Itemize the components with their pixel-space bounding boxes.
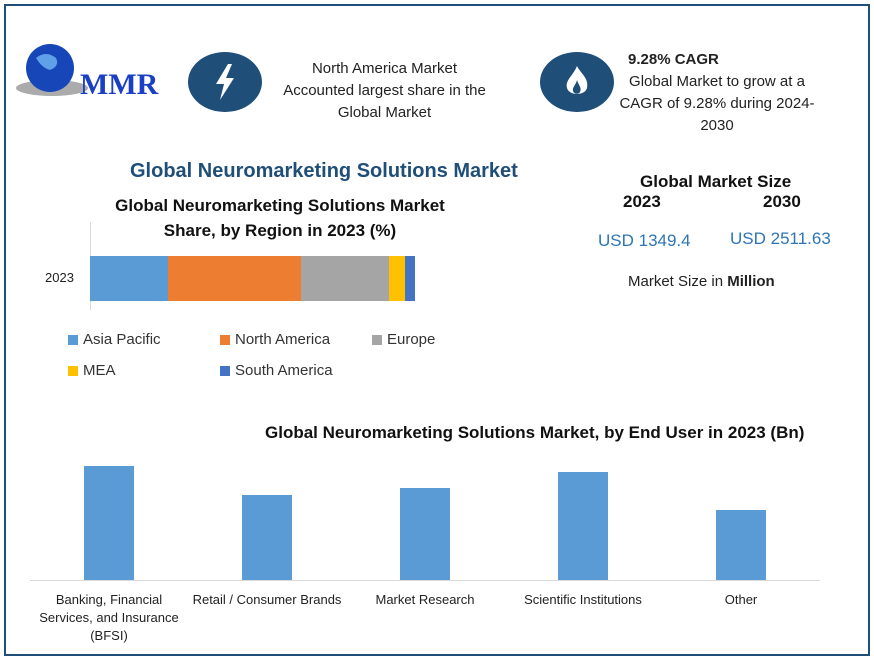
region-title-line2: Share, by Region in 2023 (%) xyxy=(163,221,397,240)
info1-line3: Global Market xyxy=(337,104,432,121)
x-label-2: Market Research xyxy=(375,592,475,607)
unit-prefix: Market Size in xyxy=(628,273,728,290)
legend-north-america: North America xyxy=(220,331,330,348)
info1-line2: Accounted largest share in the xyxy=(283,82,486,99)
region-chart-title: Global Neuromarketing Solutions Market S… xyxy=(100,193,460,243)
year-2030: 2030 xyxy=(763,192,801,211)
bar-0 xyxy=(84,466,134,580)
x-label-1: Retail / Consumer Brands xyxy=(192,592,342,607)
flame-icon xyxy=(540,52,614,112)
main-title: Global Neuromarketing Solutions Market xyxy=(130,160,518,182)
cagr-title: 9.28% CAGR xyxy=(628,51,719,68)
enduser-chart-title: Global Neuromarketing Solutions Market, … xyxy=(265,423,805,442)
region-stacked-bar xyxy=(90,256,415,301)
segment-mea xyxy=(389,256,406,301)
info2-line1: Global Market to grow at a xyxy=(629,73,805,90)
year-2023: 2023 xyxy=(623,192,661,211)
legend-south-america: South America xyxy=(220,362,333,379)
bar-3 xyxy=(558,472,608,580)
value-2030: USD 2511.63 xyxy=(730,229,831,248)
enduser-axis xyxy=(30,580,820,581)
lightning-icon xyxy=(188,52,262,112)
svg-text:MMR: MMR xyxy=(80,68,159,101)
x-label-0: Banking, Financial Services, and Insuran… xyxy=(39,592,179,643)
segment-north-america xyxy=(168,256,302,301)
segment-south-america xyxy=(405,256,415,301)
value-2023: USD 1349.4 xyxy=(598,231,691,250)
mmr-logo: MMR xyxy=(12,38,172,108)
region-title-line1: Global Neuromarketing Solutions Market xyxy=(115,196,445,215)
x-label-4: Other xyxy=(724,592,758,607)
bar-4 xyxy=(716,510,766,580)
market-size-unit: Market Size in Million xyxy=(628,273,775,290)
unit: Million xyxy=(727,273,775,290)
legend-asia-pacific: Asia Pacific xyxy=(68,331,161,348)
market-size-title: Global Market Size xyxy=(640,172,792,191)
segment-asia-pacific xyxy=(90,256,168,301)
region-category-label: 2023 xyxy=(45,270,74,285)
frame xyxy=(4,4,870,656)
info1-line1: North America Market xyxy=(311,60,458,77)
segment-europe xyxy=(301,256,389,301)
north-america-info: North America Market Accounted largest s… xyxy=(262,58,507,124)
x-label-3: Scientific Institutions xyxy=(524,592,642,607)
bar-1 xyxy=(242,495,292,580)
legend-mea: MEA xyxy=(68,362,116,379)
cagr-info: 9.28% CAGR Global Market to grow at a CA… xyxy=(612,49,822,137)
info2-line2: CAGR of 9.28% during 2024- xyxy=(619,95,815,112)
bar-2 xyxy=(400,488,450,580)
legend-europe: Europe xyxy=(372,331,435,348)
info2-line3: 2030 xyxy=(700,117,734,134)
